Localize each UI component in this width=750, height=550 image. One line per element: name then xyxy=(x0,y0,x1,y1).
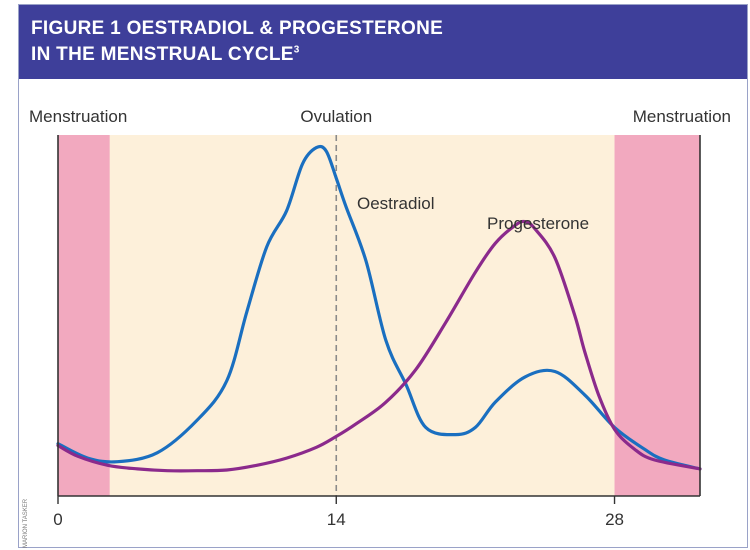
phase-band-menstruation-end xyxy=(614,135,700,496)
figure-title-line-1: FIGURE 1 OESTRADIOL & PROGESTERONE xyxy=(31,18,444,39)
figure-frame: FIGURE 1 OESTRADIOL & PROGESTERONE IN TH… xyxy=(18,4,748,548)
photo-credit: MARION TASKER xyxy=(23,498,29,548)
x-tick-label-14: 14 xyxy=(327,510,346,529)
series-line-progesterone xyxy=(56,219,702,473)
figure-title-line-2: IN THE MENSTRUAL CYCLE3 xyxy=(31,44,300,66)
figure-title-bar: FIGURE 1 OESTRADIOL & PROGESTERONE IN TH… xyxy=(19,5,747,79)
series-label-progesterone: Progesterone xyxy=(487,214,589,233)
figure-title-superscript: 3 xyxy=(293,44,300,56)
series-label-oestradiol: Oestradiol xyxy=(357,194,434,213)
series-line-oestradiol xyxy=(56,144,702,471)
phase-label-menstruation-end: Menstruation xyxy=(633,107,731,126)
x-tick-label-28: 28 xyxy=(605,510,624,529)
x-tick-label-0: 0 xyxy=(53,510,62,529)
phase-label-menstruation-start: Menstruation xyxy=(29,107,127,126)
photo-credit-text: MARION TASKER xyxy=(23,498,29,548)
figure-title-line-2-text: IN THE MENSTRUAL CYCLE xyxy=(31,44,294,65)
phase-band-menstruation-start xyxy=(58,135,110,496)
chart-svg: Menstruation Menstruation Ovulation Oestra… xyxy=(29,107,731,529)
ovulation-label: Ovulation xyxy=(300,107,372,126)
